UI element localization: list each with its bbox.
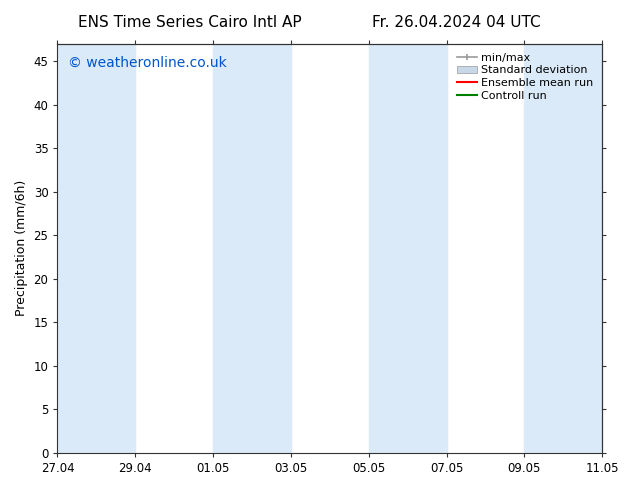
Text: Fr. 26.04.2024 04 UTC: Fr. 26.04.2024 04 UTC: [372, 15, 541, 30]
Legend: min/max, Standard deviation, Ensemble mean run, Controll run: min/max, Standard deviation, Ensemble me…: [453, 49, 597, 104]
Bar: [213, 44, 291, 453]
Bar: [369, 44, 446, 453]
Text: ENS Time Series Cairo Intl AP: ENS Time Series Cairo Intl AP: [79, 15, 302, 30]
Text: © weatheronline.co.uk: © weatheronline.co.uk: [68, 56, 227, 70]
Bar: [524, 44, 602, 453]
Y-axis label: Precipitation (mm/6h): Precipitation (mm/6h): [15, 180, 28, 317]
Bar: [58, 44, 135, 453]
